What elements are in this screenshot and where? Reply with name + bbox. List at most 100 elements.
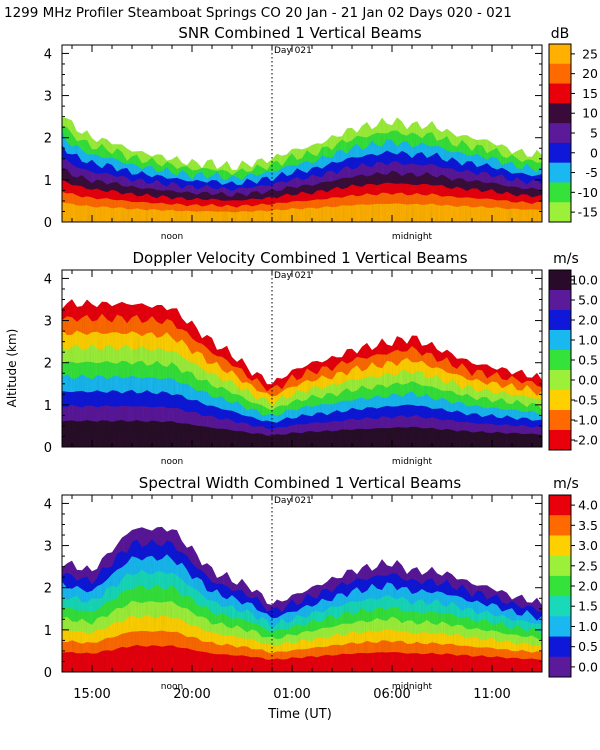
doppler-panel: Doppler Velocity Combined 1 Vertical Bea…: [44, 249, 598, 467]
colorbar-label: 0.0: [578, 373, 598, 388]
colorbar-swatch-8: [549, 430, 571, 451]
doppler-panel-title: Doppler Velocity Combined 1 Vertical Bea…: [132, 249, 467, 267]
colorbar-label: 1.5: [578, 599, 598, 614]
snr-plot-area: [62, 45, 542, 222]
y-tick-label: 2: [44, 132, 52, 147]
snr-panel-title: SNR Combined 1 Vertical Beams: [178, 24, 421, 42]
colorbar-label: 15: [582, 86, 598, 101]
data-band-8: [62, 644, 542, 672]
colorbar-swatch-1: [549, 290, 571, 311]
colorbar-label: 10.0: [570, 273, 598, 288]
colorbar-swatch-0: [549, 495, 571, 516]
colorbar-swatch-5: [549, 370, 571, 391]
data-field: [62, 117, 542, 222]
y-tick-label: 1: [44, 624, 52, 639]
x-axis-label: Time (UT): [267, 707, 332, 722]
colorbar-label: 3.5: [578, 518, 598, 533]
colorbar-label: 1.0: [578, 619, 598, 634]
colorbar-label: 25: [582, 46, 598, 61]
y-axis-label: Altitude (km): [5, 329, 19, 408]
y-tick-label: 1: [44, 174, 52, 189]
data-field: [62, 526, 542, 672]
y-tick-label: 0: [44, 666, 52, 681]
colorbar-label: -2.0: [574, 433, 598, 448]
colorbar-label: -5: [586, 165, 598, 180]
colorbar-swatch-3: [549, 555, 571, 577]
x-tick-label-1500: 15:00: [73, 687, 110, 702]
colorbar-swatch-1: [549, 515, 571, 536]
noon-label: noon: [161, 232, 183, 242]
doppler-unit-label: m/s: [553, 251, 579, 267]
x-tick-label-0100: 01:00: [273, 687, 310, 702]
y-tick-label: 2: [44, 357, 52, 372]
y-tick-label: 0: [44, 441, 52, 456]
colorbar-swatch-4: [549, 575, 571, 597]
doppler-axes: 0 1 2 3 4 Day 021 noon midnight: [44, 269, 543, 467]
colorbar-swatch-4: [549, 123, 571, 144]
colorbar-label: -15: [578, 205, 598, 220]
colorbar-swatch-8: [549, 656, 571, 678]
width-unit-label: m/s: [553, 476, 579, 492]
midnight-label: midnight: [392, 682, 433, 692]
colorbar-swatch-1: [549, 63, 571, 85]
colorbar-swatch-7: [549, 182, 571, 203]
midnight-label: midnight: [392, 457, 433, 467]
doppler-plot-area: [62, 270, 542, 447]
colorbar-swatch-3: [549, 330, 571, 351]
x-tick-label-2000: 20:00: [173, 687, 210, 702]
colorbar-swatch-7: [549, 636, 571, 658]
plot-frame: [61, 269, 543, 448]
colorbar-swatch-6: [549, 390, 571, 411]
data-band-8: [62, 202, 542, 222]
y-tick-label: 2: [44, 582, 52, 597]
colorbar-swatch-5: [549, 142, 571, 164]
midnight-label: midnight: [392, 232, 433, 242]
width-axes: 0 1 2 3 4 Day 021 noon midnight 15:00 20:00 01:00 0…: [44, 494, 543, 702]
y-tick-label: 0: [44, 216, 52, 231]
colorbar-swatch-3: [549, 103, 571, 124]
y-tick-label: 4: [44, 47, 52, 62]
colorbar-label: 0.5: [578, 353, 598, 368]
x-tick-label-1100: 11:00: [473, 687, 510, 702]
colorbar-swatch-6: [549, 616, 571, 638]
colorbar-label: -0.5: [574, 393, 598, 408]
day-marker-label: Day 021: [274, 271, 312, 281]
colorbar-swatch-2: [549, 535, 571, 557]
plot-frame: [61, 494, 543, 673]
colorbar-label: 0: [590, 145, 598, 160]
colorbar-label: 0.5: [578, 639, 598, 654]
colorbar-label: 5.0: [578, 293, 598, 308]
y-tick-label: 4: [44, 272, 52, 287]
width-panel: Spectral Width Combined 1 Vertical Beams…: [44, 474, 598, 702]
colorbar-label: 4.0: [578, 498, 598, 513]
colorbar-swatch-4: [549, 350, 571, 371]
colorbar-label: -10: [578, 185, 598, 200]
figure-title: 1299 MHz Profiler Steamboat Springs CO 2…: [4, 5, 512, 21]
colorbar-label: 10: [582, 106, 598, 121]
plot-frame: [61, 44, 543, 223]
data-field: [62, 299, 542, 447]
y-tick-label: 3: [44, 540, 52, 555]
day-marker-label: Day 021: [274, 496, 312, 506]
colorbar-swatch-7: [549, 410, 571, 431]
colorbar-swatch-0: [549, 44, 571, 65]
colorbar-swatch-6: [549, 162, 571, 183]
colorbar-label: 2.5: [578, 558, 598, 573]
y-tick-label: 3: [44, 90, 52, 105]
colorbar-label: 20: [582, 66, 598, 81]
day-marker-label: Day 021: [274, 46, 312, 56]
colorbar-swatch-8: [549, 202, 571, 223]
colorbar-label: 0.0: [578, 659, 598, 674]
data-band-8: [62, 420, 542, 447]
noon-label: noon: [161, 457, 183, 467]
doppler-colorbar: 10.0 5.0 2.0 1.0 0.5 0.0 -0.5 -1.0 -2.0: [548, 269, 598, 451]
colorbar-label: 3.0: [578, 538, 598, 553]
snr-unit-label: dB: [551, 26, 570, 42]
colorbar-label: 5: [590, 126, 598, 141]
snr-colorbar: 25 20 15 10 5 0 -5 -10 -15: [548, 43, 598, 223]
colorbar-swatch-2: [549, 310, 571, 331]
colorbar-swatch-0: [549, 270, 571, 291]
colorbar-label: 1.0: [578, 333, 598, 348]
snr-panel: SNR Combined 1 Vertical Beams dB 2520151…: [44, 24, 598, 242]
